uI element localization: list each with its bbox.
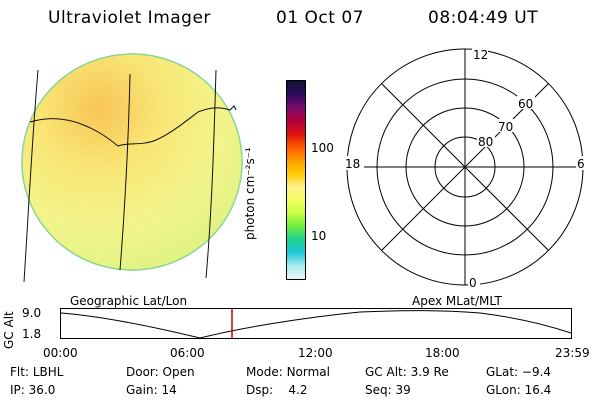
colorbar-unit-label: photon cm⁻²s⁻¹ <box>243 147 257 240</box>
orbit-x-tick-0000: 00:00 <box>43 346 78 360</box>
status-glon: GLon: 16.4 <box>486 383 552 397</box>
mlt-label-12: 12 <box>473 48 488 62</box>
auroral-image <box>21 53 243 283</box>
status-glat: GLat: −9.4 <box>486 365 552 379</box>
status-door: Door: Open <box>126 365 195 379</box>
orbit-y-axis-label: GC Alt <box>2 311 16 349</box>
meridian-line <box>205 69 217 279</box>
orbit-altitude-plot <box>60 308 572 339</box>
orbit-x-tick-1800: 18:00 <box>425 346 460 360</box>
orbit-y-tick-1.8: 1.8 <box>22 327 42 341</box>
status-gain: Gain: 14 <box>126 383 177 397</box>
date-label: 01 Oct 07 <box>276 8 364 28</box>
polar-mlt-plot: 12 18 6 0 80 70 60 <box>344 47 588 290</box>
latitude-line <box>29 105 237 147</box>
meridian-line <box>23 69 39 283</box>
mlat-label-60: 60 <box>518 97 533 111</box>
status-gc-alt: GC Alt: 3.9 Re <box>365 365 449 379</box>
polar-diagonal <box>381 83 549 251</box>
colorbar-tick-100: 100 <box>311 141 334 155</box>
instrument-title: Ultraviolet Imager <box>48 8 211 28</box>
orbit-altitude-curve <box>60 310 572 339</box>
colorbar-tick-10: 10 <box>311 229 327 243</box>
orbit-x-tick-1200: 12:00 <box>298 346 333 360</box>
mlt-label-18: 18 <box>345 157 360 171</box>
orbit-x-tick-0600: 06:00 <box>170 346 205 360</box>
mlt-label-6: 6 <box>577 157 585 171</box>
orbit-x-tick-2359: 23:59 <box>555 346 590 360</box>
orbit-right-title: Apex MLat/MLT <box>412 294 502 308</box>
orbit-y-tick-9: 9.0 <box>22 306 42 320</box>
time-label: 08:04:49 UT <box>428 8 539 28</box>
status-filter: Flt: LBHL <box>10 365 64 379</box>
status-mode: Mode: Normal <box>246 365 330 379</box>
status-dsp: Dsp: 4.2 <box>246 383 308 397</box>
status-seq: Seq: 39 <box>365 383 411 397</box>
orbit-left-title: Geographic Lat/Lon <box>70 294 188 308</box>
color-scale-bar <box>286 80 306 280</box>
mlat-label-80: 80 <box>478 135 493 149</box>
status-ip: IP: 36.0 <box>10 383 56 397</box>
mlt-label-0: 0 <box>469 276 477 290</box>
mlat-label-70: 70 <box>498 120 513 134</box>
meridian-line <box>119 73 131 271</box>
